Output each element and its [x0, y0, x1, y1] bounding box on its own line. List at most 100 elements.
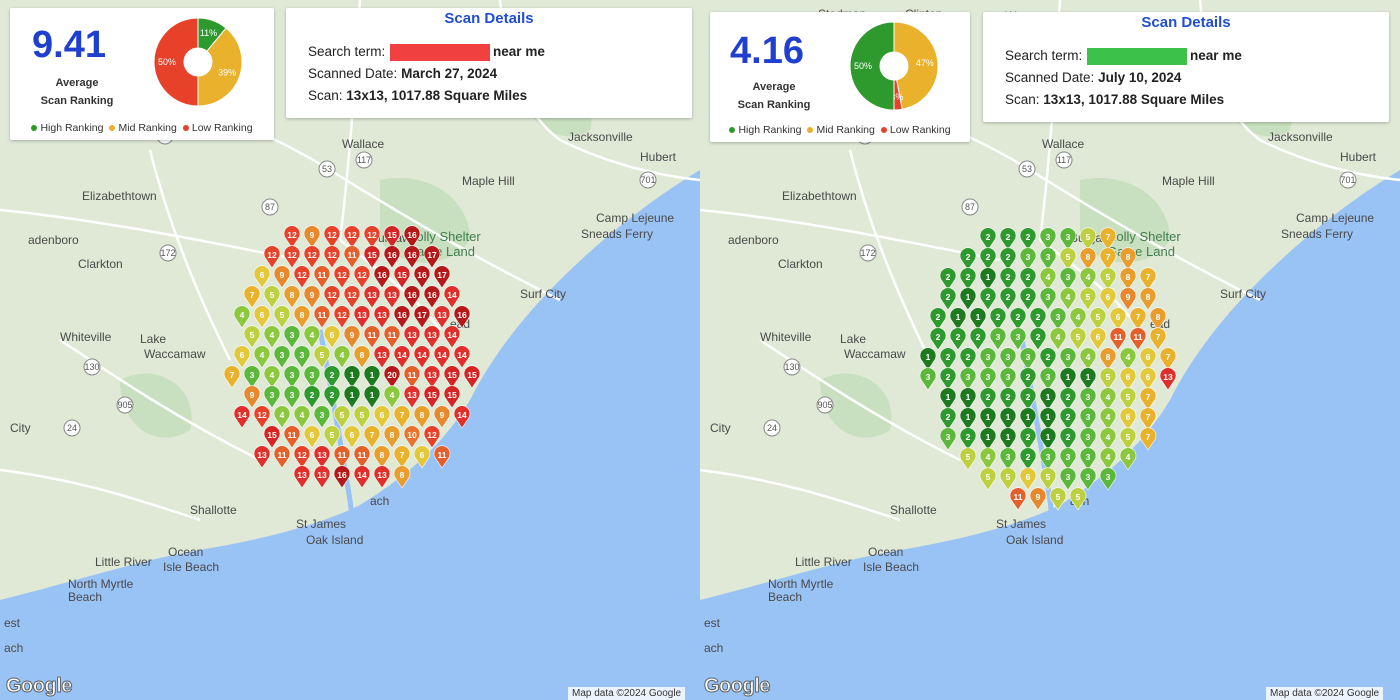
rank-marker[interactable]: 1 [979, 407, 997, 431]
rank-marker[interactable]: 13 [373, 465, 391, 489]
rank-marker[interactable]: 5 [1079, 287, 1097, 311]
rank-marker[interactable]: 3 [243, 365, 261, 389]
rank-marker[interactable]: 5 [263, 285, 281, 309]
rank-marker[interactable]: 2 [929, 307, 947, 331]
rank-marker[interactable]: 5 [1059, 247, 1077, 271]
rank-marker[interactable]: 1 [969, 307, 987, 331]
rank-marker[interactable]: 6 [373, 405, 391, 429]
rank-marker[interactable]: 5 [353, 405, 371, 429]
rank-marker[interactable]: 4 [1079, 347, 1097, 371]
rank-marker[interactable]: 16 [333, 465, 351, 489]
rank-marker[interactable]: 5 [323, 425, 341, 449]
rank-marker[interactable]: 5 [313, 345, 331, 369]
rank-marker[interactable]: 12 [253, 405, 271, 429]
rank-marker[interactable]: 16 [393, 305, 411, 329]
rank-marker[interactable]: 17 [423, 245, 441, 269]
map-attribution[interactable]: Map data ©2024 Google [568, 687, 686, 700]
rank-marker[interactable]: 13 [403, 325, 421, 349]
rank-marker[interactable]: 2 [999, 247, 1017, 271]
rank-marker[interactable]: 11 [403, 365, 421, 389]
rank-marker[interactable]: 2 [969, 327, 987, 351]
rank-marker[interactable]: 13 [1159, 367, 1177, 391]
rank-marker[interactable]: 5 [1069, 327, 1087, 351]
rank-marker[interactable]: 3 [313, 405, 331, 429]
google-logo[interactable]: Google [6, 675, 73, 698]
rank-marker[interactable]: 4 [979, 447, 997, 471]
rank-marker[interactable]: 5 [979, 467, 997, 491]
rank-marker[interactable]: 17 [433, 265, 451, 289]
rank-marker[interactable]: 11 [313, 305, 331, 329]
rank-marker[interactable]: 12 [343, 285, 361, 309]
rank-marker[interactable]: 1 [1039, 407, 1057, 431]
rank-marker[interactable]: 6 [253, 305, 271, 329]
rank-marker[interactable]: 16 [423, 285, 441, 309]
rank-marker[interactable]: 6 [323, 325, 341, 349]
rank-marker[interactable]: 4 [263, 365, 281, 389]
rank-marker[interactable]: 12 [333, 305, 351, 329]
rank-marker[interactable]: 14 [353, 465, 371, 489]
rank-marker[interactable]: 5 [1079, 227, 1097, 251]
rank-marker[interactable]: 12 [323, 245, 341, 269]
rank-marker[interactable]: 15 [443, 385, 461, 409]
rank-marker[interactable]: 1 [363, 365, 381, 389]
rank-marker[interactable]: 3 [939, 427, 957, 451]
rank-marker[interactable]: 14 [393, 345, 411, 369]
rank-marker[interactable]: 5 [959, 447, 977, 471]
rank-marker[interactable]: 5 [273, 305, 291, 329]
rank-marker[interactable]: 4 [1099, 407, 1117, 431]
rank-marker[interactable]: 1 [1019, 407, 1037, 431]
rank-marker[interactable]: 7 [243, 285, 261, 309]
rank-marker[interactable]: 1 [919, 347, 937, 371]
rank-marker[interactable]: 7 [393, 445, 411, 469]
rank-marker[interactable]: 15 [463, 365, 481, 389]
rank-marker[interactable]: 3 [1059, 347, 1077, 371]
rank-marker[interactable]: 13 [313, 445, 331, 469]
rank-marker[interactable]: 1 [1039, 387, 1057, 411]
rank-marker[interactable]: 9 [243, 385, 261, 409]
rank-marker[interactable]: 6 [1139, 347, 1157, 371]
rank-marker[interactable]: 4 [273, 405, 291, 429]
rank-marker[interactable]: 13 [363, 285, 381, 309]
rank-marker[interactable]: 13 [373, 305, 391, 329]
rank-marker[interactable]: 4 [1119, 447, 1137, 471]
rank-marker[interactable]: 2 [959, 347, 977, 371]
rank-marker[interactable]: 2 [979, 287, 997, 311]
rank-marker[interactable]: 9 [273, 265, 291, 289]
rank-marker[interactable]: 11 [1129, 327, 1147, 351]
rank-marker[interactable]: 7 [393, 405, 411, 429]
rank-marker[interactable]: 16 [403, 225, 421, 249]
rank-marker[interactable]: 2 [1039, 347, 1057, 371]
rank-marker[interactable]: 11 [283, 425, 301, 449]
rank-marker[interactable]: 3 [1059, 267, 1077, 291]
rank-marker[interactable]: 13 [383, 285, 401, 309]
rank-marker[interactable]: 2 [959, 267, 977, 291]
rank-marker[interactable]: 3 [263, 385, 281, 409]
rank-marker[interactable]: 3 [1019, 247, 1037, 271]
rank-marker[interactable]: 2 [1029, 307, 1047, 331]
rank-marker[interactable]: 3 [959, 367, 977, 391]
rank-marker[interactable]: 15 [363, 245, 381, 269]
rank-marker[interactable]: 5 [1119, 387, 1137, 411]
rank-marker[interactable]: 14 [443, 285, 461, 309]
rank-marker[interactable]: 4 [1059, 287, 1077, 311]
rank-marker[interactable]: 2 [989, 307, 1007, 331]
rank-marker[interactable]: 2 [929, 327, 947, 351]
rank-marker[interactable]: 4 [1099, 427, 1117, 451]
rank-marker[interactable]: 6 [253, 265, 271, 289]
rank-marker[interactable]: 2 [1019, 367, 1037, 391]
rank-marker[interactable]: 5 [999, 467, 1017, 491]
rank-marker[interactable]: 12 [353, 265, 371, 289]
rank-marker[interactable]: 4 [1039, 267, 1057, 291]
rank-marker[interactable]: 4 [303, 325, 321, 349]
rank-marker[interactable]: 11 [353, 445, 371, 469]
rank-marker[interactable]: 3 [999, 367, 1017, 391]
rank-marker[interactable]: 4 [1119, 347, 1137, 371]
rank-marker[interactable]: 8 [383, 425, 401, 449]
rank-marker[interactable]: 3 [1079, 447, 1097, 471]
rank-marker[interactable]: 1 [959, 407, 977, 431]
rank-marker[interactable]: 3 [283, 385, 301, 409]
rank-marker[interactable]: 9 [303, 285, 321, 309]
rank-marker[interactable]: 3 [273, 345, 291, 369]
rank-marker[interactable]: 4 [253, 345, 271, 369]
rank-marker[interactable]: 1 [343, 385, 361, 409]
